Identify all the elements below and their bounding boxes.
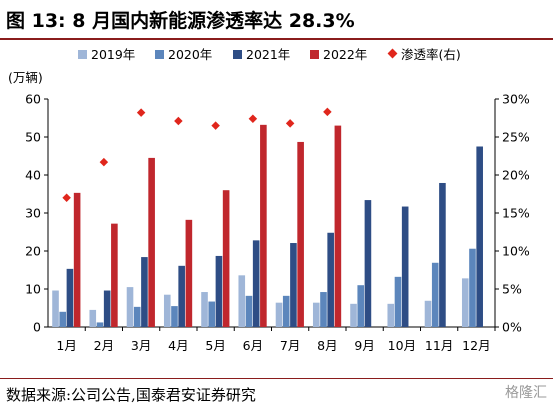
bar-2020-2 — [96, 322, 104, 327]
bar-2022-1 — [73, 192, 81, 327]
source-note: 数据来源:公司公告,国泰君安证券研究 — [6, 386, 256, 404]
bar-2021-5 — [215, 255, 223, 327]
bar-2021-12 — [476, 146, 483, 327]
bar-2021-10 — [401, 206, 409, 327]
y2-tick-label-0: 0% — [502, 320, 522, 335]
bar-2021-1 — [66, 268, 74, 327]
y2-tick-label-6: 30% — [502, 92, 530, 107]
legend-label-2: 2020年 — [168, 47, 212, 62]
bar-2022-7 — [297, 141, 304, 327]
title-divider — [0, 38, 553, 40]
x-tick-label-5: 5月 — [205, 338, 225, 353]
legend-marker-penetration — [387, 48, 398, 59]
source-divider — [0, 378, 553, 379]
x-tick-label-11: 11月 — [425, 338, 453, 353]
chart-area: 2019年 2020年 2021年 2022年 渗透率(右) (万辆) 0 10 20 30 40 5… — [8, 47, 530, 353]
figure-header: 图 13: 8 月国内新能源渗透率达 28.3% — [0, 0, 553, 40]
legend-swatch-2 — [155, 50, 164, 59]
bar-2020-5 — [208, 301, 216, 327]
bar-2021-8 — [327, 232, 334, 327]
bar-2022-3 — [148, 157, 155, 327]
x-tick-label-8: 8月 — [317, 338, 337, 353]
bar-2020-11 — [431, 262, 439, 327]
penetration-point-5 — [211, 121, 220, 130]
x-tick-label-4: 4月 — [168, 338, 188, 353]
bar-2020-6 — [245, 295, 253, 327]
bar-2019-6 — [238, 275, 246, 327]
legend-label-5: 渗透率(右) — [401, 47, 461, 62]
bar-2019-12 — [461, 278, 469, 327]
bar-2020-7 — [282, 295, 290, 327]
y-tick-label-20: 20 — [25, 244, 41, 259]
x-tick-label-6: 6月 — [243, 338, 263, 353]
bar-2022-5 — [222, 190, 230, 327]
bar-2020-10 — [394, 276, 402, 327]
y-tick-label-60: 60 — [25, 92, 41, 107]
bar-2022-2 — [111, 223, 118, 327]
bar-2019-2 — [89, 309, 97, 327]
bar-2019-11 — [424, 300, 432, 327]
penetration-point-1 — [62, 193, 71, 203]
penetration-point-2 — [99, 157, 109, 167]
y2-tick-label-2: 10% — [502, 244, 530, 259]
bar-2022-4 — [185, 219, 193, 327]
y-tick-label-40: 40 — [25, 168, 41, 183]
bar-2021-3 — [141, 257, 148, 327]
legend-swatch-4 — [310, 50, 319, 59]
bar-2020-3 — [133, 306, 141, 327]
bar-2021-4 — [178, 265, 185, 327]
y2-tick-label-4: 20% — [502, 168, 530, 183]
bar-2020-4 — [171, 306, 178, 327]
bar-2022-8 — [334, 125, 342, 327]
x-tick-label-12: 12月 — [462, 338, 490, 353]
bar-2019-1 — [52, 290, 59, 327]
bar-2021-6 — [252, 240, 260, 327]
x-tick-label-2: 2月 — [94, 338, 114, 353]
bar-2019-7 — [275, 302, 283, 327]
y-tick-label-50: 50 — [25, 130, 41, 145]
y-tick-label-10: 10 — [25, 282, 41, 297]
y-tick-label-30: 30 — [25, 206, 41, 221]
x-tick-label-1: 1月 — [56, 338, 76, 353]
penetration-point-7 — [285, 119, 295, 128]
bar-2019-3 — [126, 287, 134, 327]
bar-2021-2 — [103, 290, 111, 327]
bar-2019-8 — [312, 302, 320, 327]
y-axis-title: (万辆) — [8, 70, 43, 85]
y2-tick-label-3: 15% — [502, 206, 530, 221]
x-tick-label-3: 3月 — [131, 338, 151, 353]
penetration-point-4 — [174, 116, 183, 126]
y2-tick-label-5: 25% — [502, 130, 530, 145]
y-tick-label-0: 0 — [33, 320, 41, 335]
x-tick-label-9: 9月 — [354, 338, 374, 353]
bar-2022-6 — [260, 124, 267, 327]
penetration-point-6 — [248, 114, 258, 124]
legend-label-1: 2019年 — [91, 47, 135, 62]
bar-2020-9 — [357, 285, 365, 327]
penetration-point-3 — [136, 108, 146, 117]
bar-2019-5 — [201, 292, 208, 327]
bar-2019-4 — [163, 294, 171, 327]
y2-tick-label-1: 5% — [502, 282, 522, 297]
bar-2021-9 — [364, 200, 372, 327]
legend-label-3: 2021年 — [246, 47, 290, 62]
legend-label-4: 2022年 — [323, 47, 367, 62]
bar-2021-11 — [439, 182, 446, 327]
figure-title: 图 13: 8 月国内新能源渗透率达 28.3% — [6, 10, 355, 32]
penetration-point-8 — [323, 107, 332, 117]
legend-swatch-3 — [233, 50, 242, 59]
bar-2021-7 — [290, 243, 297, 327]
bar-2019-9 — [350, 303, 357, 327]
watermark-logo: 格隆汇 — [505, 385, 547, 401]
bar-2020-12 — [469, 248, 476, 327]
legend-swatch-1 — [78, 50, 87, 59]
x-tick-label-7: 7月 — [280, 338, 300, 353]
x-tick-label-10: 10月 — [388, 338, 416, 353]
bar-2020-1 — [59, 311, 67, 327]
bar-2020-8 — [320, 292, 327, 327]
bar-2019-10 — [387, 303, 395, 327]
